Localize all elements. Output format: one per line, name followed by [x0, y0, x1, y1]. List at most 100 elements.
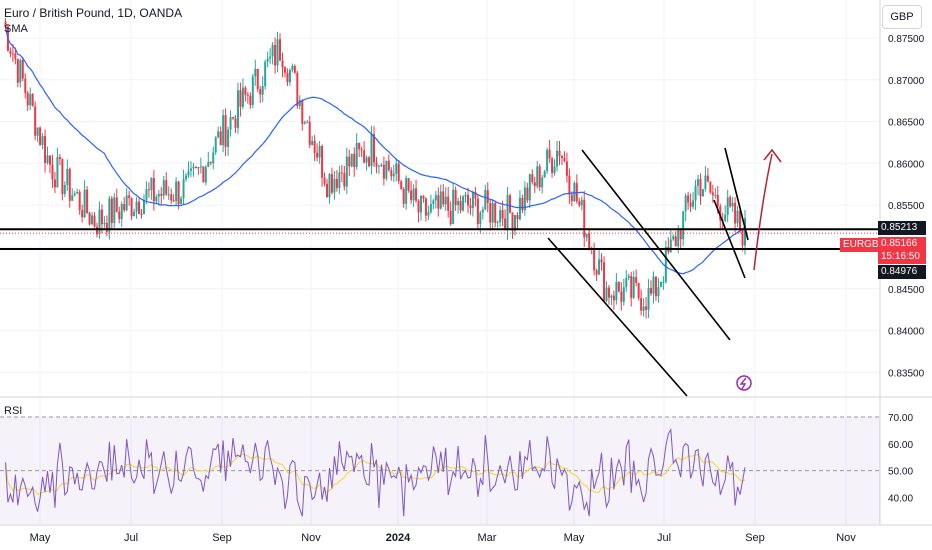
currency-button[interactable]: GBP [882, 5, 922, 29]
candle-body [61, 158, 64, 195]
candle-body [724, 214, 727, 221]
candle-body [271, 44, 274, 57]
candle-body [81, 209, 84, 218]
candle-body [672, 236, 675, 240]
candle-body [118, 211, 121, 220]
candle-body [516, 215, 519, 220]
candle-body [261, 86, 264, 95]
candle-body [687, 195, 690, 203]
candle-body [677, 228, 680, 247]
candle-body [298, 100, 301, 107]
candle-body [380, 164, 383, 166]
candle-body [281, 60, 284, 68]
candle-body [68, 168, 71, 201]
candle-body [172, 200, 175, 202]
candle-body [669, 239, 672, 253]
candle-body [419, 195, 422, 213]
candle-body [142, 199, 145, 215]
candle-body [286, 72, 289, 83]
candle-body [115, 197, 118, 212]
candle-body [437, 195, 440, 209]
candle-body [654, 276, 657, 297]
candle-body [288, 69, 291, 83]
candle-body [546, 149, 549, 172]
candle-body [462, 196, 465, 211]
candle-body [363, 150, 366, 163]
candle-body [301, 100, 304, 124]
candle-body [353, 153, 356, 168]
candle-body [217, 131, 220, 138]
event-marker-icon [736, 375, 752, 391]
candle-body [593, 249, 596, 271]
candle-body [578, 201, 581, 206]
candle-body [150, 178, 153, 191]
candle-body [650, 288, 653, 294]
candle-body [434, 195, 437, 201]
candle-body [563, 157, 566, 162]
candle-body [734, 202, 737, 224]
candle-body [86, 189, 89, 214]
candle-body [350, 153, 353, 167]
candle-body [76, 192, 79, 194]
candle-body [499, 210, 502, 223]
candle-body [128, 195, 131, 199]
sma-indicator-label[interactable]: SMA [4, 23, 28, 35]
candle-body [229, 117, 232, 130]
candle-body [335, 178, 338, 189]
candle-body [442, 191, 445, 205]
candle-body [427, 212, 430, 216]
candle-body [506, 195, 509, 231]
candle-body [744, 218, 746, 246]
candle-body [553, 166, 556, 173]
candle-body [447, 196, 450, 211]
candle-body [595, 270, 598, 275]
candle-body [682, 211, 685, 240]
candle-body [627, 276, 630, 278]
candle-body [31, 94, 34, 107]
candle-body [4, 21, 7, 27]
candle-body [481, 209, 484, 213]
candle-body [234, 118, 237, 128]
candle-body [138, 201, 141, 214]
candle-body [125, 195, 128, 211]
candle-body [714, 194, 717, 196]
candle-body [662, 281, 665, 283]
candle-body [466, 194, 469, 206]
candle-body [214, 137, 217, 153]
candle-body [360, 149, 363, 151]
candle-body [697, 179, 700, 186]
candle-body [316, 152, 319, 158]
candle-body [259, 89, 262, 95]
candle-body [66, 168, 69, 186]
candle-body [16, 58, 19, 83]
candle-body [652, 276, 655, 294]
candle-body [615, 281, 618, 301]
candle-body [274, 44, 277, 66]
candle-body [424, 198, 427, 216]
candle-body [296, 72, 299, 107]
candle-body [600, 259, 603, 263]
candle-body [93, 215, 96, 227]
candle-body [610, 295, 613, 298]
candle-body [528, 174, 531, 201]
candle-body [432, 200, 435, 205]
candle-body [598, 259, 601, 275]
candle-body [44, 136, 47, 164]
candle-body [318, 146, 321, 158]
y-tick-label: 0.83500 [888, 368, 925, 379]
candle-body [504, 218, 507, 231]
candle-body [358, 142, 361, 150]
candle-body [355, 142, 358, 168]
candle-body [160, 193, 163, 196]
candle-body [308, 121, 311, 145]
candle-body [635, 277, 638, 283]
candle-body [501, 210, 504, 219]
candle-body [368, 157, 371, 167]
candle-body [612, 295, 615, 301]
y-tick-label: 0.87000 [888, 76, 925, 87]
candle-body [630, 276, 633, 298]
candle-body [202, 166, 205, 183]
rsi-indicator-label[interactable]: RSI [4, 405, 23, 417]
candle-body [704, 175, 707, 190]
